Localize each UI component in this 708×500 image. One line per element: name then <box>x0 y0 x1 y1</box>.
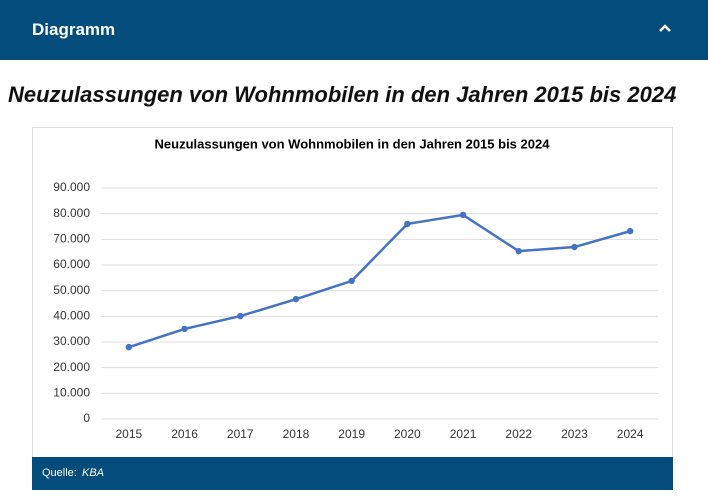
line <box>128 213 631 349</box>
x-tick-label: 2021 <box>450 427 477 441</box>
x-tick-label: 2016 <box>171 427 198 441</box>
y-tick-label: 60.000 <box>53 257 90 271</box>
point <box>459 211 467 219</box>
x-tick-label: 2022 <box>505 427 532 441</box>
point <box>348 277 355 285</box>
point <box>237 312 244 320</box>
y-tick-label: 40.000 <box>53 309 90 323</box>
y-tick-label: 70.000 <box>53 232 90 246</box>
point <box>626 227 634 235</box>
y-tick-label: 50.000 <box>53 283 90 297</box>
x-tick-label: 2019 <box>338 427 365 441</box>
y-tick-label: 80.000 <box>53 206 90 220</box>
point <box>515 247 522 255</box>
x-tick-label: 2015 <box>115 427 142 441</box>
x-tick-label: 2017 <box>227 427 254 441</box>
x-tick-label: 2018 <box>283 427 310 441</box>
x-tick-label: 2020 <box>394 427 421 441</box>
chart-title: Neuzulassungen von Wohnmobilen in den Ja… <box>155 136 551 151</box>
source-bar: Quelle: KBA <box>32 457 673 490</box>
x-tick-label: 2023 <box>561 427 588 441</box>
accordion-header[interactable]: Diagramm <box>0 0 708 60</box>
y-tick-label: 0 <box>83 411 90 425</box>
y-tick-label: 30.000 <box>53 334 90 348</box>
point <box>292 295 300 303</box>
y-tick-label: 10.000 <box>53 386 90 400</box>
chart: Neuzulassungen von Wohnmobilen in den Ja… <box>53 136 658 441</box>
source-label: Quelle: <box>42 467 77 479</box>
source-name: KBA <box>82 467 105 479</box>
chevron-icon[interactable] <box>658 23 672 33</box>
y-tick-label: 90.000 <box>53 180 90 194</box>
point <box>404 220 411 228</box>
heading: Neuzulassungen von Wohnmobilen in den Ja… <box>8 82 677 107</box>
y-tick-label: 20.000 <box>53 360 90 374</box>
accordion-title: Diagramm <box>32 20 116 39</box>
x-tick-label: 2024 <box>617 427 644 441</box>
point <box>571 243 578 251</box>
point <box>181 325 188 333</box>
point <box>125 343 133 351</box>
